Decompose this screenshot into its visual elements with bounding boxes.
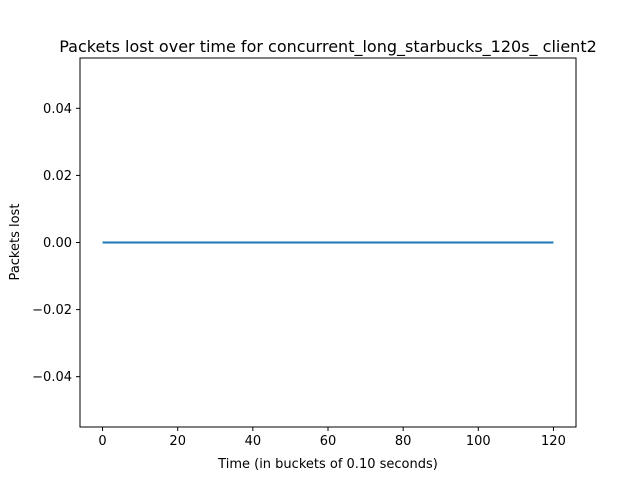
y-axis: −0.04 −0.02 0.00 0.02 0.04 xyxy=(32,102,80,385)
y-tick-label: 0.00 xyxy=(43,236,72,251)
x-tick-label: 80 xyxy=(395,434,412,449)
y-axis-label: Packets lost xyxy=(8,204,23,281)
chart-title: Packets lost over time for concurrent_lo… xyxy=(59,37,597,57)
y-tick-label: 0.02 xyxy=(43,169,72,184)
x-tick-label: 40 xyxy=(245,434,262,449)
y-tick-label: −0.04 xyxy=(32,370,72,385)
y-tick-label: 0.04 xyxy=(43,102,72,117)
x-tick-label: 60 xyxy=(320,434,337,449)
x-axis: 0 20 40 60 80 100 120 xyxy=(98,427,566,449)
x-tick-label: 20 xyxy=(169,434,186,449)
x-tick-label: 0 xyxy=(98,434,106,449)
x-axis-label: Time (in buckets of 0.10 seconds) xyxy=(217,457,438,472)
x-tick-label: 120 xyxy=(541,434,566,449)
y-tick-label: −0.02 xyxy=(32,303,72,318)
x-tick-label: 100 xyxy=(466,434,491,449)
